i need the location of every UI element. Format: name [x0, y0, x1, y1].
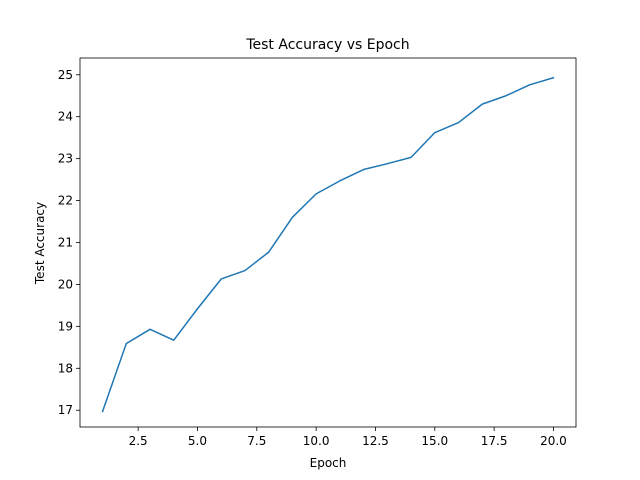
x-tick-label: 12.5	[362, 434, 389, 448]
x-tick-label: 20.0	[540, 434, 567, 448]
y-tick-label: 18	[58, 361, 73, 375]
y-axis-label: Test Accuracy	[33, 202, 47, 285]
plot-area: 2.5 5.0 7.5 10.0 12.5 15.0 17.5 20.0 17 18 19 20 21 2…	[58, 57, 577, 448]
data-line	[101, 76, 555, 413]
x-tick-label: 2.5	[129, 434, 148, 448]
y-tick-label: 22	[58, 194, 73, 208]
y-tick-label: 24	[58, 110, 73, 124]
x-tick-label: 17.5	[481, 434, 508, 448]
x-axis-label: Epoch	[310, 456, 347, 470]
x-tick-label: 7.5	[247, 434, 266, 448]
y-tick-label: 25	[58, 68, 73, 82]
x-tick-label: 10.0	[303, 434, 330, 448]
chart-title: Test Accuracy vs Epoch	[245, 37, 409, 53]
y-tick-label: 20	[58, 277, 73, 291]
x-tick-label: 5.0	[188, 434, 207, 448]
y-tick-label: 23	[58, 152, 73, 166]
y-tick-label: 21	[58, 236, 73, 250]
y-tick-label: 17	[58, 403, 73, 417]
y-tick-label: 19	[58, 319, 73, 333]
x-tick-label: 15.0	[421, 434, 448, 448]
